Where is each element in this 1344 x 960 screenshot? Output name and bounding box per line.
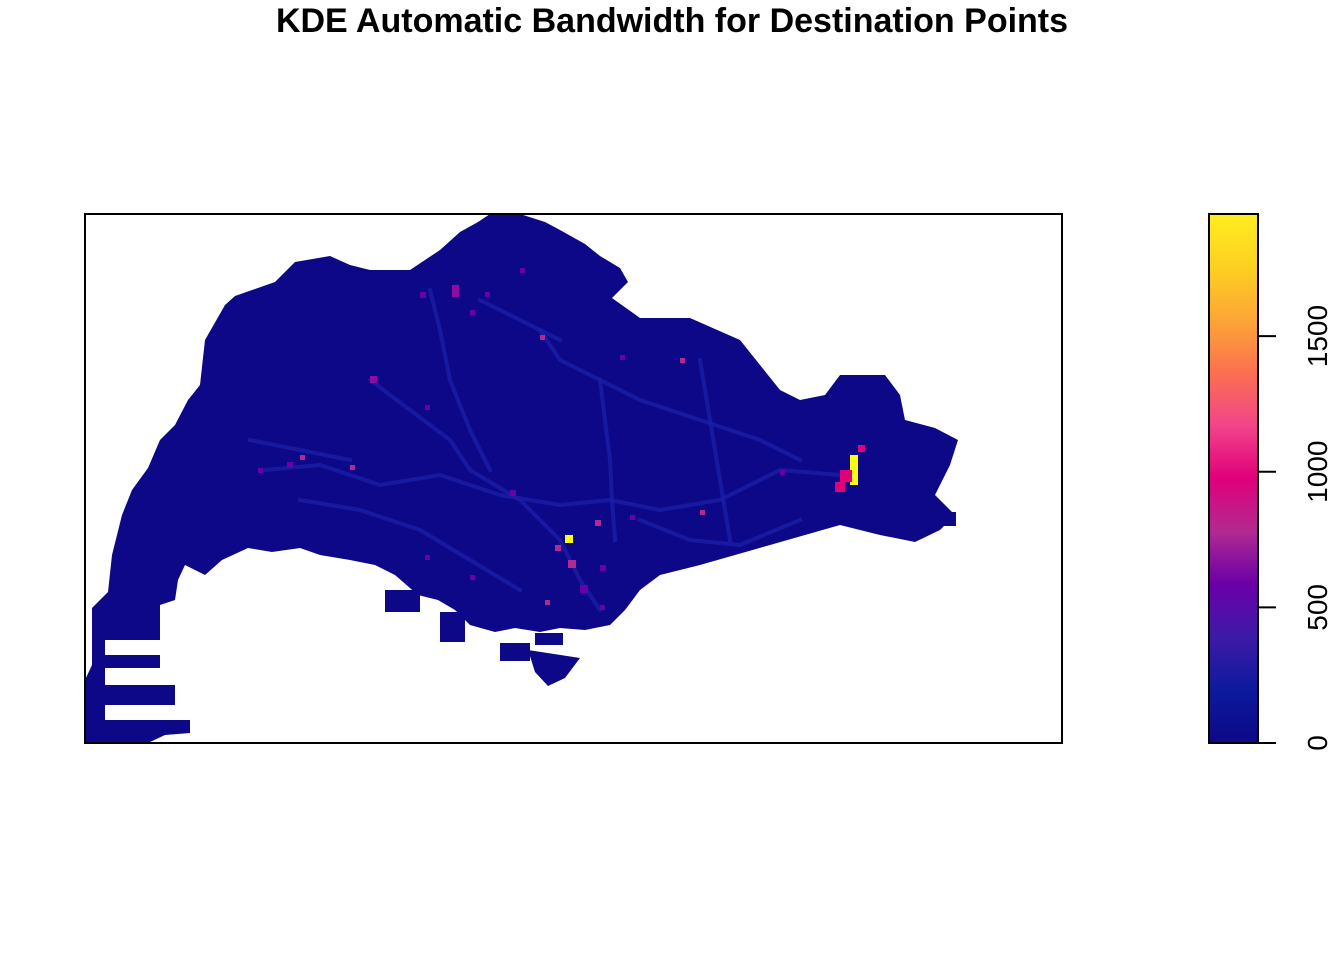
island — [385, 590, 420, 612]
legend-tick-label: 1000 — [1302, 441, 1333, 503]
density-speckle — [425, 555, 430, 560]
density-speckle — [595, 520, 601, 526]
legend-tick-label: 500 — [1302, 584, 1333, 631]
density-speckle — [780, 470, 785, 475]
density-speckle — [545, 600, 550, 605]
road-trace — [637, 517, 803, 548]
density-speckle — [258, 468, 263, 473]
density-speckle — [680, 358, 685, 363]
hotspot-cell — [568, 560, 576, 568]
density-speckle — [510, 490, 516, 496]
island — [535, 633, 563, 645]
hotspot-cell — [565, 535, 573, 543]
color-legend: 0 500 1000 1500 — [1208, 213, 1333, 751]
legend-tick-label: 0 — [1302, 735, 1333, 751]
road-trace — [477, 297, 563, 343]
road-trace — [367, 377, 603, 613]
road-trace — [597, 377, 618, 543]
density-speckle — [420, 292, 426, 298]
legend-tick-label: 1500 — [1302, 305, 1333, 367]
density-speckle — [540, 335, 545, 340]
legend-ticks: 0 500 1000 1500 — [1258, 305, 1333, 751]
density-speckle — [600, 605, 605, 610]
density-speckle — [555, 545, 561, 551]
road-trace — [297, 497, 523, 593]
hotspot-cell — [850, 455, 858, 485]
hotspot-layer — [258, 268, 865, 610]
density-speckle — [840, 470, 852, 482]
road-trace — [427, 287, 493, 473]
density-speckle — [580, 585, 588, 593]
road-trace — [247, 437, 353, 463]
density-speckle — [350, 465, 355, 470]
road-trace — [537, 327, 803, 463]
chart-title: KDE Automatic Bandwidth for Destination … — [275, 2, 1069, 40]
island — [440, 612, 465, 642]
density-speckle — [470, 575, 475, 580]
legend-bar — [1209, 214, 1258, 743]
plot-frame — [84, 213, 1063, 744]
density-speckle — [858, 445, 865, 452]
legend-frame — [1208, 213, 1259, 744]
road-trace — [697, 357, 733, 543]
hotspot-cell — [452, 285, 459, 297]
density-speckle — [425, 405, 430, 410]
land-mass — [85, 214, 958, 742]
density-speckle — [620, 355, 625, 360]
road-trace — [262, 462, 843, 513]
density-speckle — [600, 565, 606, 571]
density-speckle — [630, 515, 635, 520]
island — [528, 650, 580, 686]
island — [938, 512, 956, 526]
density-speckle — [835, 482, 845, 492]
island — [500, 643, 530, 661]
density-map — [85, 214, 958, 742]
road-network — [247, 287, 843, 613]
density-speckle — [287, 462, 293, 468]
density-speckle — [520, 268, 525, 273]
density-speckle — [485, 292, 490, 297]
density-speckle — [300, 455, 305, 460]
density-speckle — [700, 510, 705, 515]
hotspot-cell — [370, 376, 377, 383]
density-speckle — [470, 310, 475, 315]
